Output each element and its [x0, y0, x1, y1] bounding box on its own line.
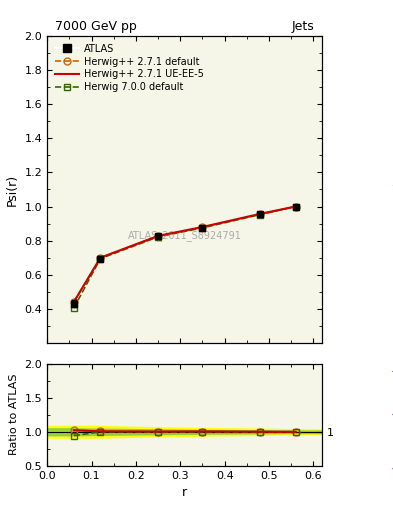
X-axis label: r: r: [182, 486, 187, 499]
Y-axis label: Psi(r): Psi(r): [6, 174, 19, 205]
Text: Jets: Jets: [292, 20, 314, 33]
Text: mcplots.cern.ch [arXiv:1306.3436]: mcplots.cern.ch [arXiv:1306.3436]: [391, 360, 393, 469]
Legend: ATLAS, Herwig++ 2.7.1 default, Herwig++ 2.7.1 UE-EE-5, Herwig 7.0.0 default: ATLAS, Herwig++ 2.7.1 default, Herwig++ …: [52, 40, 207, 95]
Y-axis label: Ratio to ATLAS: Ratio to ATLAS: [9, 374, 19, 456]
Text: Rivet 3.1.10, ≥ 400k events: Rivet 3.1.10, ≥ 400k events: [391, 145, 393, 233]
Text: 7000 GeV pp: 7000 GeV pp: [55, 20, 137, 33]
Text: ATLAS_2011_S8924791: ATLAS_2011_S8924791: [128, 230, 242, 241]
